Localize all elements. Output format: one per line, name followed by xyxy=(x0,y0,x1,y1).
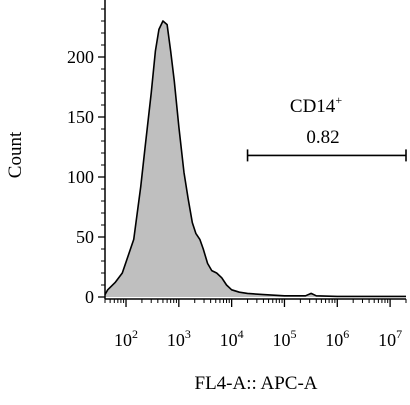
axis-labels: FL4-A:: APC-A Count xyxy=(5,131,318,394)
x-tick-label-0: 102 xyxy=(114,327,138,350)
y-axis-title: Count xyxy=(5,131,26,178)
gate-name: CD14 xyxy=(290,96,336,117)
x-tick-exponent-1: 3 xyxy=(185,327,191,341)
y-tick-label-0: 0 xyxy=(85,287,94,307)
x-tick-base-1: 10 xyxy=(167,330,185,350)
gate-superscript: + xyxy=(335,93,342,107)
x-tick-label-1: 103 xyxy=(167,327,191,350)
y-tick-label-3: 150 xyxy=(67,107,94,127)
x-tick-exponent-4: 6 xyxy=(343,327,349,341)
y-tick-label-2: 100 xyxy=(67,167,94,187)
x-tick-label-3: 105 xyxy=(272,327,296,350)
x-tick-exponent-5: 7 xyxy=(396,327,402,341)
x-tick-label-5: 107 xyxy=(378,327,402,350)
histogram-fill-0 xyxy=(105,21,406,297)
x-tick-base-0: 10 xyxy=(114,330,132,350)
x-tick-exponent-0: 2 xyxy=(132,327,138,341)
x-tick-base-5: 10 xyxy=(378,330,396,350)
x-tick-exponent-3: 5 xyxy=(290,327,296,341)
x-tick-label-4: 106 xyxy=(325,327,349,350)
x-tick-base-3: 10 xyxy=(272,330,290,350)
gate-annotation: CD14+ 0.82 xyxy=(246,93,407,162)
x-tick-exponent-2: 4 xyxy=(238,327,244,341)
histogram-outline-0 xyxy=(104,20,406,298)
x-tick-base-4: 10 xyxy=(325,330,343,350)
gate-percentage: 0.82 xyxy=(306,127,339,148)
x-tick-base-2: 10 xyxy=(220,330,238,350)
y-tick-label-1: 50 xyxy=(76,227,94,247)
plot-area xyxy=(104,20,406,298)
x-axis-title: FL4-A:: APC-A xyxy=(195,373,318,394)
x-tick-label-2: 104 xyxy=(220,327,244,350)
gate-label: CD14+ xyxy=(290,93,342,117)
y-tick-label-4: 200 xyxy=(67,47,94,67)
